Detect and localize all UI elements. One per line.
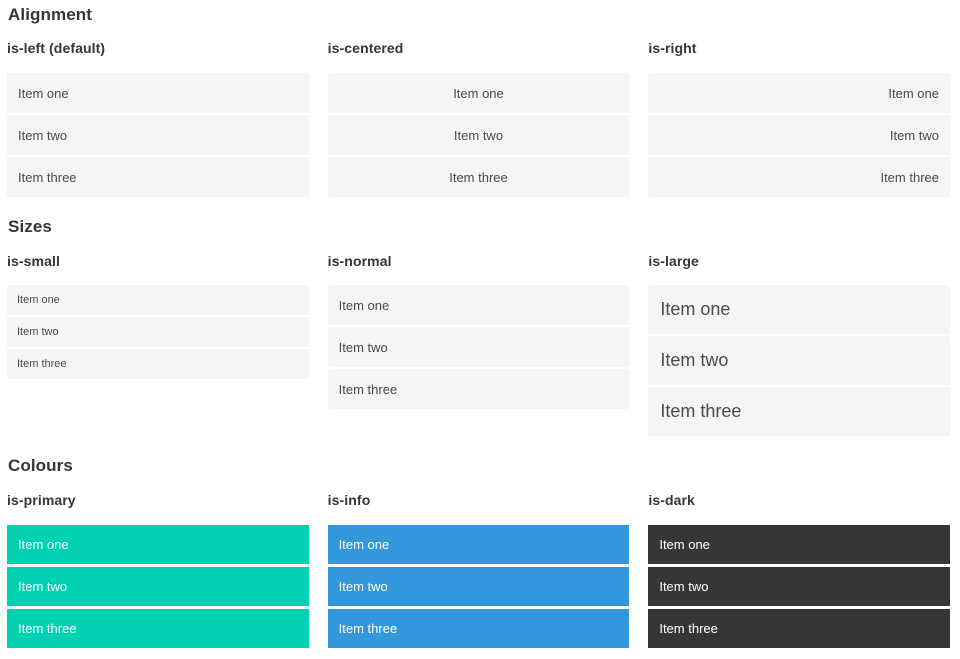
section-colours: Colours is-primary Item one Item two Ite… bbox=[7, 456, 950, 650]
list-item[interactable]: Item two bbox=[7, 317, 309, 348]
list-item[interactable]: Item two bbox=[7, 566, 309, 606]
section-alignment: Alignment is-left (default) Item one Ite… bbox=[7, 5, 950, 198]
column-label: is-primary bbox=[7, 491, 76, 508]
list-item[interactable]: Item two bbox=[7, 115, 309, 156]
list-large: Item one Item two Item three bbox=[648, 285, 950, 437]
list-item[interactable]: Item one bbox=[327, 73, 630, 114]
list-item[interactable]: Item one bbox=[7, 285, 309, 316]
column-is-large: is-large Item one Item two Item three bbox=[648, 253, 950, 437]
section-title: Alignment bbox=[8, 5, 93, 24]
column-is-left: is-left (default) Item one Item two Item… bbox=[7, 40, 309, 198]
list-item[interactable]: Item three bbox=[648, 157, 950, 198]
column-label: is-info bbox=[327, 491, 371, 508]
column-is-right: is-right Item one Item two Item three bbox=[648, 40, 950, 198]
list-item[interactable]: Item one bbox=[7, 524, 309, 564]
list-item[interactable]: Item three bbox=[648, 608, 950, 648]
column-is-normal: is-normal Item one Item two Item three bbox=[327, 252, 630, 437]
list-item[interactable]: Item three bbox=[7, 157, 309, 198]
list-item[interactable]: Item two bbox=[648, 336, 950, 386]
list-item[interactable]: Item two bbox=[648, 115, 950, 156]
list-item[interactable]: Item one bbox=[327, 285, 630, 326]
column-label: is-small bbox=[7, 252, 60, 269]
list-left: Item one Item two Item three bbox=[7, 73, 309, 198]
list-info: Item one Item two Item three bbox=[327, 524, 630, 648]
column-is-primary: is-primary Item one Item two Item three bbox=[7, 492, 309, 651]
section-columns: is-primary Item one Item two Item three … bbox=[7, 492, 950, 651]
list-dark: Item one Item two Item three bbox=[648, 524, 950, 648]
column-label: is-centered bbox=[327, 40, 404, 57]
section-title: Sizes bbox=[8, 217, 52, 237]
section-columns: is-small Item one Item two Item three is… bbox=[7, 253, 950, 437]
column-label: is-normal bbox=[327, 252, 392, 269]
list-item[interactable]: Item two bbox=[648, 566, 950, 606]
list-normal: Item one Item two Item three bbox=[327, 285, 630, 410]
section-columns: is-left (default) Item one Item two Item… bbox=[7, 40, 950, 198]
column-is-small: is-small Item one Item two Item three bbox=[7, 253, 309, 437]
list-item[interactable]: Item one bbox=[327, 524, 630, 564]
list-item[interactable]: Item one bbox=[648, 524, 950, 564]
list-item[interactable]: Item three bbox=[7, 608, 309, 648]
list-item[interactable]: Item one bbox=[648, 285, 950, 335]
column-label: is-dark bbox=[648, 491, 695, 508]
column-is-centered: is-centered Item one Item two Item three bbox=[327, 40, 630, 198]
list-small: Item one Item two Item three bbox=[7, 285, 309, 380]
list-primary: Item one Item two Item three bbox=[7, 524, 309, 648]
list-centered: Item one Item two Item three bbox=[327, 73, 630, 198]
section-sizes: Sizes is-small Item one Item two Item th… bbox=[7, 217, 950, 437]
list-item[interactable]: Item three bbox=[7, 349, 309, 380]
list-item[interactable]: Item one bbox=[7, 73, 309, 114]
column-label: is-large bbox=[648, 252, 699, 269]
column-label: is-left (default) bbox=[7, 40, 106, 57]
list-item[interactable]: Item two bbox=[327, 327, 630, 368]
column-is-info: is-info Item one Item two Item three bbox=[327, 491, 630, 651]
column-label: is-right bbox=[648, 40, 697, 57]
list-item[interactable]: Item three bbox=[327, 369, 630, 410]
section-title: Colours bbox=[8, 456, 73, 476]
list-right: Item one Item two Item three bbox=[648, 73, 950, 198]
list-item[interactable]: Item two bbox=[327, 115, 630, 156]
column-is-dark: is-dark Item one Item two Item three bbox=[648, 492, 950, 651]
list-item[interactable]: Item three bbox=[327, 608, 630, 648]
list-item[interactable]: Item two bbox=[327, 566, 630, 606]
list-item[interactable]: Item three bbox=[327, 157, 630, 198]
list-item[interactable]: Item one bbox=[648, 73, 950, 114]
list-item[interactable]: Item three bbox=[648, 387, 950, 437]
